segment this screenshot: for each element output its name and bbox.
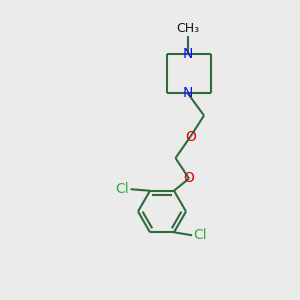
Text: CH₃: CH₃	[176, 22, 199, 34]
Text: Cl: Cl	[116, 182, 129, 196]
Text: O: O	[185, 130, 196, 143]
Text: Cl: Cl	[194, 228, 207, 242]
Text: O: O	[184, 172, 194, 185]
Text: N: N	[182, 47, 193, 61]
Text: N: N	[182, 86, 193, 100]
